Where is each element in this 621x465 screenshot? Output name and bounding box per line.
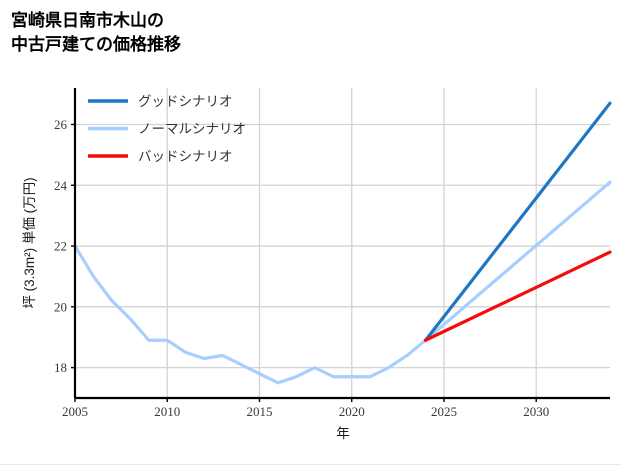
- series-line: [423, 250, 612, 342]
- legend-item[interactable]: グッドシナリオ: [88, 94, 233, 109]
- y-axis-title: 坪 (3.3m²) 単価 (万円): [22, 177, 37, 308]
- y-tick-label: 18: [54, 360, 67, 375]
- legend-item[interactable]: バッドシナリオ: [88, 149, 233, 164]
- y-tick-labels: 18 20 22 24 26: [54, 117, 68, 375]
- legend-item-label: グッドシナリオ: [138, 94, 233, 109]
- x-tick-label: 2030: [523, 404, 549, 419]
- y-tick-label: 20: [54, 299, 67, 314]
- horizontal-gridlines: [75, 123, 610, 369]
- y-tick-label: 26: [54, 117, 68, 132]
- y-tick-label: 24: [54, 178, 68, 193]
- series-line: [423, 101, 612, 342]
- x-tick-labels: 2005 2010 2015 2020 2025 2030: [62, 404, 549, 419]
- data-series-group: [73, 101, 612, 385]
- y-tick-label: 22: [54, 239, 67, 254]
- legend-item[interactable]: ノーマルシナリオ: [88, 122, 246, 137]
- x-tick-label: 2020: [339, 404, 365, 419]
- x-tick-label: 2015: [246, 404, 272, 419]
- vertical-gridlines: [166, 88, 537, 398]
- plot-area-background: [75, 88, 610, 398]
- x-tick-label: 2005: [62, 404, 88, 419]
- axis-ticks: [71, 123, 537, 402]
- x-tick-label: 2025: [431, 404, 457, 419]
- legend-item-label: ノーマルシナリオ: [138, 122, 246, 137]
- x-axis-title: 年: [336, 426, 350, 441]
- page-title: 宮崎県日南市木山の 中古戸建ての価格推移: [11, 11, 181, 55]
- legend-item-label: バッドシナリオ: [138, 149, 233, 164]
- x-tick-label: 2010: [154, 404, 180, 419]
- series-line: [73, 180, 612, 385]
